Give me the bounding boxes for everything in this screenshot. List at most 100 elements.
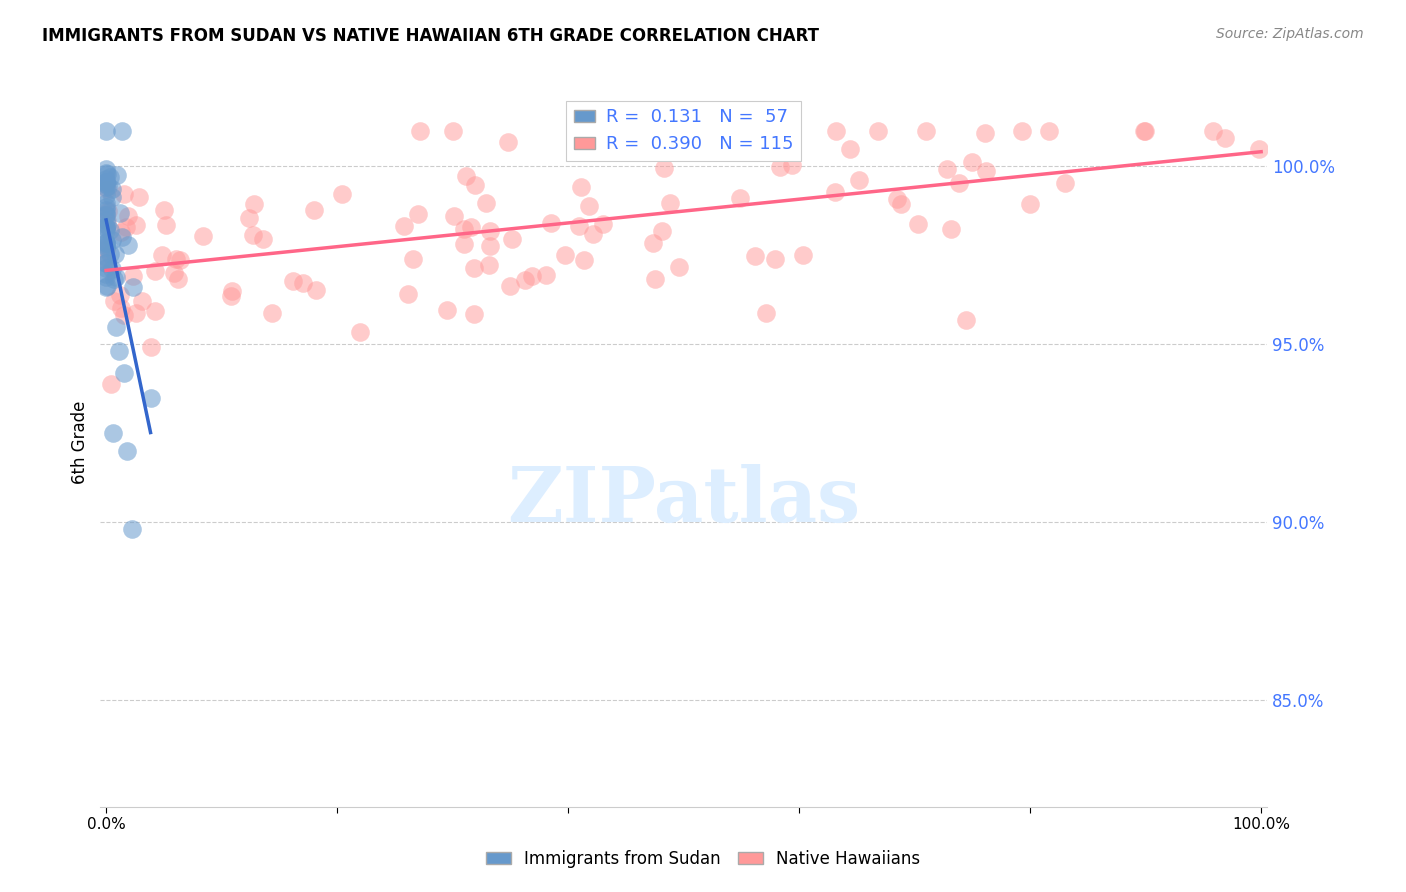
Point [94,200,117,214]
Point [94,172,117,186]
Point [94,166,117,180]
Point [291,276,314,290]
Point [939,222,962,236]
Point [101,261,124,276]
Point [103,272,125,286]
Point [221,284,243,298]
Point [1038,124,1060,138]
Point [94,251,117,265]
Point [108,206,131,220]
Point [94,261,117,276]
Point [105,270,128,285]
Point [96,213,118,227]
Point [131,293,153,308]
Point [915,124,938,138]
Point [125,219,148,233]
Point [443,210,465,224]
Point [101,426,124,441]
Point [96,220,118,235]
Point [866,124,889,138]
Point [825,124,848,138]
Point [98,247,121,261]
Point [114,220,136,235]
Point [238,211,260,225]
Point [769,160,792,174]
Point [644,272,666,286]
Point [110,301,132,316]
Point [463,261,485,276]
Point [191,229,214,244]
Text: ZIPatlas: ZIPatlas [508,464,860,538]
Point [94,235,117,250]
Point [464,178,486,192]
Point [110,225,132,239]
Point [463,307,485,321]
Point [554,248,576,262]
Point [592,218,614,232]
Point [100,223,122,237]
Point [121,522,143,536]
Point [101,189,124,203]
Point [105,169,128,183]
Legend: R =  0.131   N =  57, R =  0.390   N = 115: R = 0.131 N = 57, R = 0.390 N = 115 [567,101,801,161]
Point [96,254,118,268]
Point [453,237,475,252]
Point [890,197,912,211]
Point [520,268,543,283]
Point [117,209,139,223]
Point [652,161,675,175]
Point [155,219,177,233]
Point [242,227,264,242]
Point [960,154,983,169]
Point [515,272,537,286]
Point [574,252,596,267]
Point [582,124,605,138]
Point [108,344,131,359]
Point [152,202,174,217]
Point [94,219,117,234]
Point [436,303,458,318]
Point [441,124,464,138]
Point [1019,196,1042,211]
Point [568,219,591,234]
Point [479,239,502,253]
Point [349,325,371,339]
Point [96,218,118,232]
Point [730,191,752,205]
Point [97,178,120,193]
Point [453,222,475,236]
Point [94,203,117,218]
Point [101,182,124,196]
Point [94,188,117,202]
Point [112,366,135,380]
Point [780,158,803,172]
Point [94,235,117,249]
Point [302,203,325,218]
Point [641,236,664,251]
Point [94,240,117,254]
Point [402,252,425,266]
Point [143,304,166,318]
Point [94,280,117,294]
Point [150,248,173,262]
Point [744,249,766,263]
Point [955,313,977,327]
Point [94,207,117,221]
Point [115,444,138,458]
Point [763,252,786,267]
Point [907,218,929,232]
Point [792,248,814,262]
Point [94,196,117,211]
Point [145,263,167,277]
Point [848,173,870,187]
Point [169,253,191,268]
Point [478,224,501,238]
Point [94,256,117,270]
Text: Source: ZipAtlas.com: Source: ZipAtlas.com [1216,27,1364,41]
Point [94,256,117,270]
Point [165,252,187,266]
Point [117,238,139,252]
Point [122,268,145,283]
Point [112,187,135,202]
Point [499,278,522,293]
